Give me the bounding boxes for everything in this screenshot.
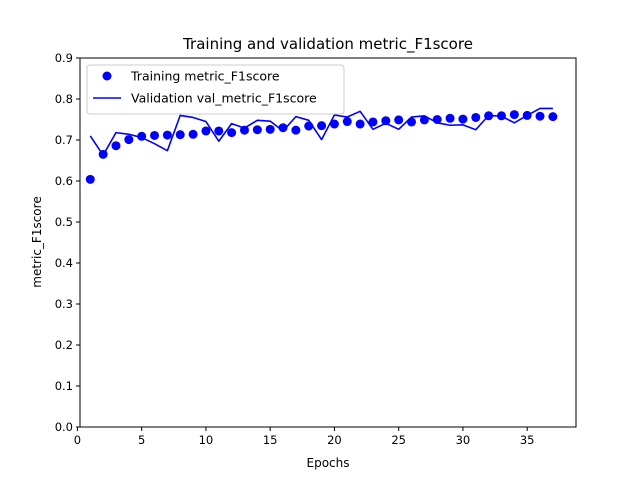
x-tick-label: 15 xyxy=(263,433,278,447)
y-tick-label: 0.4 xyxy=(55,256,73,270)
y-tick-label: 0.9 xyxy=(55,51,73,65)
series-line-validation xyxy=(89,107,553,156)
data-point-training xyxy=(291,125,301,135)
data-point-training xyxy=(407,117,417,127)
data-point-training xyxy=(496,111,506,121)
data-point-training xyxy=(432,115,442,124)
data-point-training xyxy=(458,114,468,124)
data-point-training xyxy=(304,121,314,131)
x-tick-label: 10 xyxy=(199,433,214,447)
data-point-training xyxy=(150,130,160,140)
data-point-training xyxy=(419,115,429,125)
data-point-training xyxy=(265,124,275,134)
legend-label-validation: Validation val_metric_F1score xyxy=(131,91,317,106)
data-point-training xyxy=(85,174,95,184)
data-point-training xyxy=(227,128,237,138)
x-tick-label: 25 xyxy=(391,433,406,447)
legend-label-training: Training metric_F1score xyxy=(130,69,280,84)
y-tick-label: 0.2 xyxy=(55,338,73,352)
data-point-training xyxy=(535,111,545,121)
data-point-training xyxy=(342,117,352,127)
data-point-training xyxy=(124,135,134,145)
plot-frame xyxy=(79,57,577,428)
data-point-training xyxy=(445,113,455,123)
data-point-training xyxy=(98,149,108,159)
data-point-training xyxy=(201,126,211,136)
data-point-training xyxy=(278,123,288,133)
data-point-training xyxy=(355,119,365,129)
data-point-training xyxy=(317,121,327,131)
data-point-training xyxy=(111,141,121,151)
x-axis-ticks: 0 5 10 15 20 25 30 35 xyxy=(74,427,535,447)
y-tick-label: 0.7 xyxy=(55,133,73,147)
data-point-training xyxy=(252,125,262,135)
y-axis-ticks: 0.0 0.1 0.2 0.3 0.4 0.5 0.6 0.7 0.8 0.9 xyxy=(55,51,80,434)
data-point-training xyxy=(381,116,391,126)
y-tick-label: 0.3 xyxy=(55,297,73,311)
data-point-training xyxy=(548,112,558,122)
data-point-training xyxy=(471,112,481,122)
series-layer xyxy=(85,107,558,184)
y-tick-label: 0.6 xyxy=(55,174,73,188)
x-tick-label: 5 xyxy=(138,433,145,447)
y-tick-label: 0.1 xyxy=(55,379,73,393)
plot-area: 0 5 10 15 20 25 30 35 0.00.10.20.30.40.50.60.70… xyxy=(55,51,577,447)
y-tick-label: 0.8 xyxy=(55,92,73,106)
data-point-training xyxy=(509,110,519,120)
legend: Training metric_F1score Validation val_m… xyxy=(86,64,345,115)
x-tick-label: 35 xyxy=(520,433,535,447)
data-point-training xyxy=(137,131,147,141)
data-point-training xyxy=(214,126,224,136)
x-axis-label: Epochs xyxy=(307,456,350,470)
data-point-training xyxy=(329,119,339,129)
y-tick-label: 0.0 xyxy=(55,420,73,434)
data-point-training xyxy=(522,110,532,120)
legend-box xyxy=(86,64,345,115)
data-point-training xyxy=(239,125,249,135)
data-point-training xyxy=(394,115,404,125)
legend-marker-training xyxy=(102,71,112,81)
data-point-training xyxy=(368,117,378,127)
chart-title: Training and validation metric_F1score xyxy=(182,35,473,54)
data-point-training xyxy=(175,130,185,140)
x-tick-label: 30 xyxy=(456,433,471,447)
data-point-training xyxy=(484,111,494,121)
y-axis-label: metric_F1score xyxy=(30,196,44,287)
data-point-training xyxy=(162,130,172,140)
y-tick-label: 0.5 xyxy=(55,215,73,229)
data-point-training xyxy=(188,129,198,139)
x-tick-label: 20 xyxy=(327,433,342,447)
x-tick-label: 0 xyxy=(74,433,81,447)
